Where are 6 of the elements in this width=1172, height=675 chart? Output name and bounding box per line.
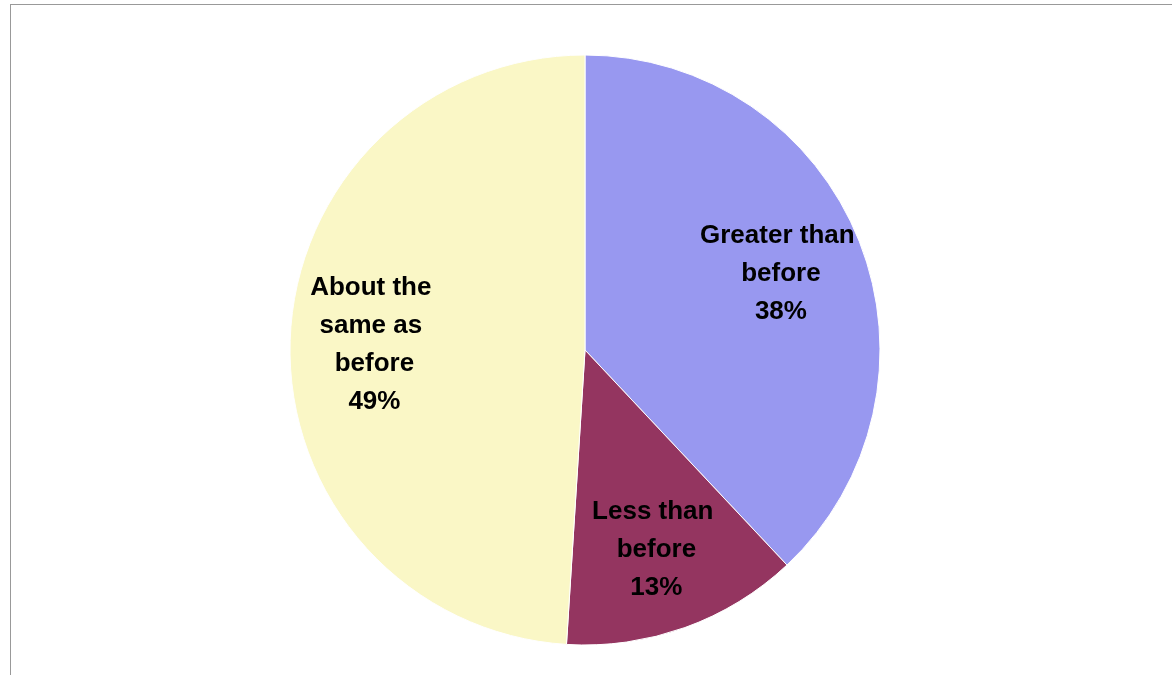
slice-label: Greater than before — [699, 219, 862, 288]
data-label: 49% — [348, 385, 401, 416]
slice-label: Less than before — [592, 495, 721, 564]
data-label: 13% — [630, 571, 683, 602]
data-label: 38% — [754, 295, 807, 326]
slice-label: About the same as before — [310, 271, 439, 378]
